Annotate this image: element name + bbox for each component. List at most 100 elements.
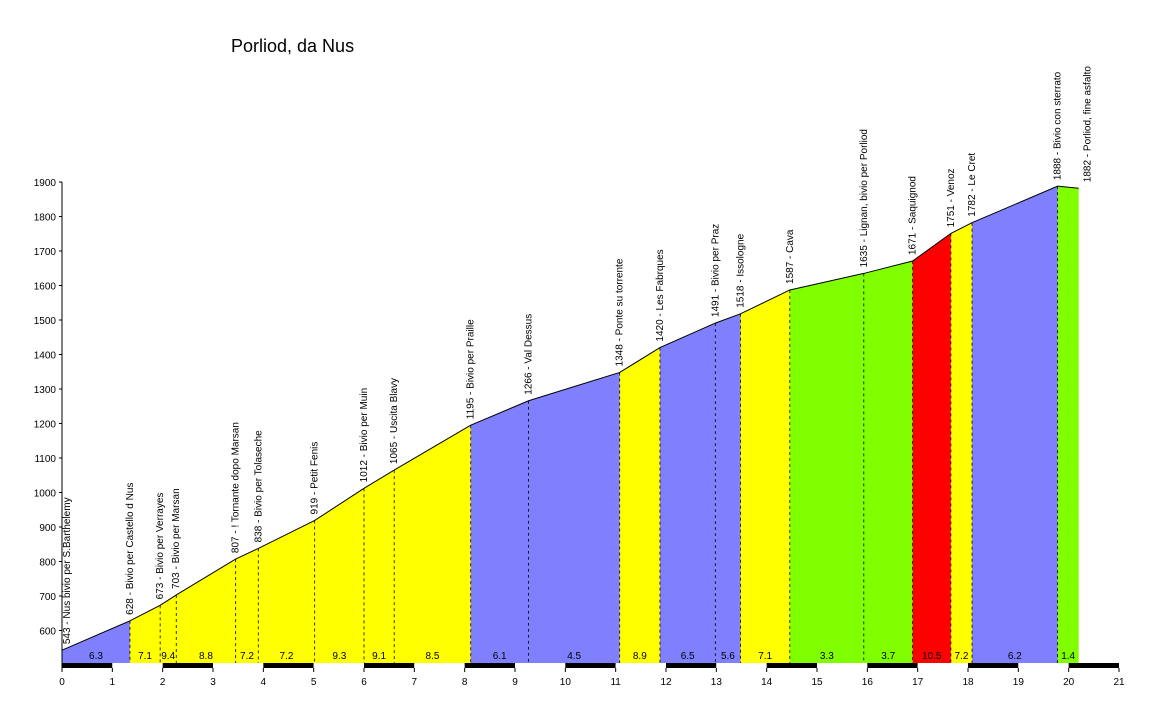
point-label: 1671 - Saquignod (908, 176, 919, 255)
x-tick-label: 0 (59, 677, 65, 688)
point-label: 1420 - Les Fabrques (655, 249, 666, 341)
km-bar-cell (112, 663, 163, 668)
point-label: 838 - Bivio per Tolaseche (253, 430, 264, 543)
segment-fill-20 (1057, 186, 1079, 665)
y-tick-label: 1000 (34, 489, 57, 500)
km-bar-cell (615, 663, 666, 668)
km-bar-cell (716, 663, 767, 668)
segment-fill-7 (364, 470, 395, 665)
x-tick-label: 7 (412, 677, 418, 688)
x-tick-label: 10 (560, 677, 572, 688)
x-tick-label: 6 (361, 677, 367, 688)
segment-gradient-label: 7.2 (955, 651, 969, 662)
segment-gradient-label: 7.2 (280, 651, 294, 662)
x-tick-label: 2 (160, 677, 166, 688)
km-bar-cell (414, 663, 465, 668)
x-tick-label: 14 (761, 677, 773, 688)
km-bar-cell (515, 663, 566, 668)
point-label: 1195 - Bivio per Praille (466, 319, 477, 419)
km-bar-cell (565, 663, 616, 668)
y-tick-label: 1300 (34, 385, 57, 396)
segment-gradient-label: 3.7 (881, 651, 895, 662)
km-bar-cell (1018, 663, 1069, 668)
y-tick-label: 1600 (34, 282, 57, 293)
x-tick-label: 17 (912, 677, 924, 688)
km-bar-cell (162, 663, 213, 668)
segment-gradient-label: 7.2 (240, 651, 254, 662)
x-tick-label: 18 (962, 677, 974, 688)
point-label: 1587 - Cava (785, 229, 796, 284)
segment-fill-10 (528, 372, 620, 665)
x-tick-label: 20 (1063, 677, 1075, 688)
point-label: 1635 - Lignan, bivio per Porliod (859, 129, 870, 267)
segment-fill-5 (258, 520, 315, 665)
x-tick-label: 9 (512, 677, 518, 688)
x-tick-label: 16 (862, 677, 874, 688)
segment-fill-13 (715, 313, 741, 665)
km-bar-cell (666, 663, 717, 668)
segment-fill-3 (176, 559, 236, 665)
point-label: 1491 - Bivio per Praz (710, 224, 721, 317)
point-label: 1518 - Issologne (735, 233, 746, 307)
x-tick-label: 8 (462, 677, 468, 688)
point-label: 1012 - Bivio per Muin (359, 388, 370, 483)
segment-fill-9 (470, 400, 529, 665)
segment-gradient-label: 9.1 (372, 651, 386, 662)
point-label: 628 - Bivio per Castello d Nus (125, 483, 136, 615)
km-bar-cell (313, 663, 364, 668)
km-bar-cell (213, 663, 264, 668)
segment-gradient-label: 7.1 (138, 651, 152, 662)
segment-fill-8 (394, 425, 471, 665)
y-tick-label: 1100 (34, 454, 56, 465)
segment-gradient-label: 8.5 (426, 651, 440, 662)
segment-fill-18 (950, 222, 973, 665)
km-bar-cell (62, 663, 113, 668)
y-tick-label: 600 (39, 627, 56, 638)
point-label: 673 - Bivio per Verrayes (155, 493, 166, 600)
segment-gradient-label: 1.4 (1061, 651, 1075, 662)
segment-gradient-label: 5.6 (721, 651, 735, 662)
segment-fill-0 (62, 620, 130, 665)
segment-fill-6 (314, 488, 364, 665)
point-label: 543 - Nus bivio per S.Barthelemy (62, 497, 73, 644)
chart-title: Porliod, da Nus (231, 36, 355, 56)
x-tick-label: 13 (711, 677, 723, 688)
segment-fill-4 (235, 548, 259, 665)
x-tick-label: 21 (1113, 677, 1125, 688)
x-tick-label: 11 (610, 677, 621, 688)
y-tick-label: 1400 (34, 351, 57, 362)
km-bar-cell (968, 663, 1019, 668)
point-label: 919 - Petit Fenis (310, 442, 321, 515)
x-tick-label: 4 (261, 677, 267, 688)
point-label: 1882 - Porliod, fine asfalto (1083, 66, 1094, 183)
point-label: 1751 - Venoz (946, 168, 957, 227)
point-label: 1888 - Bivio con sterrato (1053, 71, 1064, 180)
segment-gradient-label: 6.3 (89, 651, 103, 662)
x-tick-label: 19 (1013, 677, 1025, 688)
segment-gradient-label: 10.5 (922, 651, 942, 662)
x-tick-label: 3 (210, 677, 216, 688)
segment-fill-19 (972, 186, 1058, 665)
segment-gradient-label: 8.9 (633, 651, 647, 662)
x-tick-label: 1 (110, 677, 116, 688)
y-tick-label: 800 (39, 558, 56, 569)
x-tick-label: 5 (311, 677, 317, 688)
km-bar-cell (917, 663, 968, 668)
point-label: 807 - ! Tornante dopo Marsan (231, 422, 242, 553)
km-bar-cell (1068, 663, 1119, 668)
km-bar-cell (817, 663, 868, 668)
y-tick-label: 700 (39, 592, 56, 603)
y-tick-label: 1700 (34, 247, 57, 258)
segment-fill-17 (912, 233, 951, 665)
segment-gradient-label: 6.1 (493, 651, 507, 662)
segment-gradient-label: 6.2 (1008, 651, 1022, 662)
segment-gradient-label: 8.8 (199, 651, 213, 662)
point-label: 1348 - Ponte su torrente (615, 258, 626, 366)
segment-gradient-label: 3.3 (820, 651, 834, 662)
x-tick-label: 12 (660, 677, 672, 688)
segment-fill-14 (740, 289, 790, 665)
km-bar-cell (464, 663, 515, 668)
point-label: 1266 - Val Dessus (524, 314, 535, 395)
x-tick-label: 15 (811, 677, 823, 688)
